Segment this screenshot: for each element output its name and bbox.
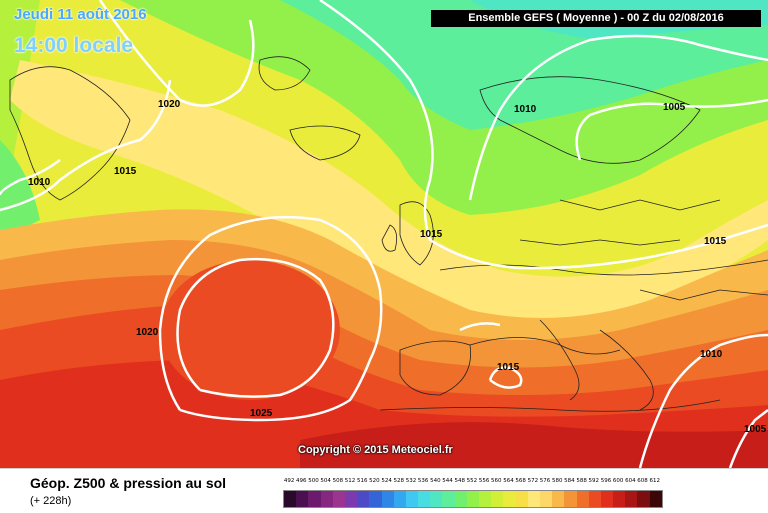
scale-swatch [393,491,406,507]
isobar-label: 1015 [114,166,137,177]
scale-swatch [332,491,345,507]
scale-swatch [284,491,297,507]
isobar-label: 1010 [700,349,723,360]
isobar-label: 1025 [250,408,273,419]
scale-swatch [600,491,614,507]
scale-tick-label: 568 [515,478,526,484]
scale-tick-label: 604 [625,478,636,484]
scale-swatch [491,491,504,507]
scale-tick-label: 608 [637,478,648,484]
forecast-date: Jeudi 11 août 2016 [14,6,147,23]
pressure-map-canvas [0,0,768,468]
isobar-1015-greenland [0,79,172,212]
isobar-1015-main [319,0,768,270]
isobar-1010-balkans [638,333,768,468]
scale-swatch [649,491,662,507]
isobar-1005-southeast [728,409,768,468]
forecast-map: Jeudi 11 août 2016 14:00 locale Ensemble… [0,0,768,468]
field-high-core [160,260,340,400]
isobar-label: 1015 [497,362,520,373]
scale-swatch [344,491,358,507]
scale-swatch [588,491,601,507]
scale-swatch [296,491,309,507]
scale-tick-label: 512 [344,478,356,484]
scale-swatch [539,491,553,507]
scale-swatch [625,491,638,507]
scale-tick-label: 524 [381,478,392,484]
isobar-label: 1005 [663,102,686,113]
scale-swatch [479,491,492,507]
scale-tick-label: 572 [527,478,539,484]
isobar-label: 1020 [158,99,181,110]
scale-tick-label: 552 [466,478,478,484]
scale-tick-label: 576 [539,478,551,484]
isobar-1020-atlantic [158,215,383,422]
isobar-1005-scandinavia [575,98,768,161]
parameter-title: Géop. Z500 & pression au sol [30,475,227,491]
isobars [0,0,768,468]
isobar-1010-west [0,158,61,196]
scale-tick-label: 600 [612,478,624,484]
scale-swatch [320,491,333,507]
scale-tick-label: 504 [320,478,331,484]
scale-swatch [454,491,467,507]
scale-swatch [515,491,528,507]
scale-swatch [613,491,626,507]
isobar-1010-norway [468,34,768,201]
scale-swatch [564,491,577,507]
scale-tick-label: 520 [369,478,380,484]
scale-tick-label: 540 [430,478,441,484]
scale-swatch [405,491,419,507]
scale-tick-label: 544 [442,478,453,484]
scale-tick-label: 536 [417,478,429,484]
scale-tick-label: 500 [308,478,319,484]
scale-tick-label: 564 [503,478,514,484]
scale-tick-label: 532 [405,478,417,484]
scale-swatch [466,491,479,507]
scale-tick-label: 584 [564,478,575,484]
isobar-label: 1020 [136,327,159,338]
color-scale-bar [283,490,663,508]
isobar-1020-north [98,0,255,107]
scale-swatch [369,491,382,507]
isobar-1015-spain [488,366,523,389]
scale-tick-label: 508 [332,478,344,484]
scale-swatch [637,491,650,507]
forecast-lead-time: (+ 228h) [30,495,72,507]
isobar-label: 1010 [514,104,537,115]
scale-tick-label: 560 [491,478,502,484]
map-legend-footer: Géop. Z500 & pression au sol (+ 228h) 49… [0,468,768,513]
scale-tick-label: 556 [478,478,490,484]
isobar-1025-high [176,257,335,398]
scale-tick-label: 592 [588,478,600,484]
field-yellow-tongue [10,60,768,324]
scale-swatch [503,491,516,507]
scale-tick-label: 580 [551,478,563,484]
forecast-time: 14:00 locale [14,34,134,57]
scale-tick-label: 548 [454,478,465,484]
scale-swatch [552,491,565,507]
scale-swatch [308,491,321,507]
scale-tick-label: 528 [393,478,405,484]
scale-swatch [527,491,540,507]
scale-tick-label: 492 [283,478,295,484]
scale-tick-label: 588 [576,478,587,484]
scale-swatch [418,491,431,507]
scale-swatch [381,491,394,507]
scale-swatch [430,491,443,507]
scale-tick-label: 516 [356,478,368,484]
run-info-banner: Ensemble GEFS ( Moyenne ) - 00 Z du 02/0… [431,10,761,27]
isobar-label: 1010 [28,177,51,188]
isobar-label: 1015 [704,236,727,247]
isobar-label: 1005 [744,424,767,435]
scale-tick-label: 596 [600,478,612,484]
isobar-label: 1015 [420,229,443,240]
scale-tick-label: 496 [296,478,307,484]
copyright-notice: Copyright © 2015 Meteociel.fr [298,444,453,456]
scale-swatch [357,491,370,507]
scale-tick-label: 612 [649,478,660,484]
scale-swatch [442,491,455,507]
color-scale-ticks: 492 496 500 504 508 512 516 520 524 528 532 536 540 5… [283,478,661,484]
scale-swatch [576,491,589,507]
